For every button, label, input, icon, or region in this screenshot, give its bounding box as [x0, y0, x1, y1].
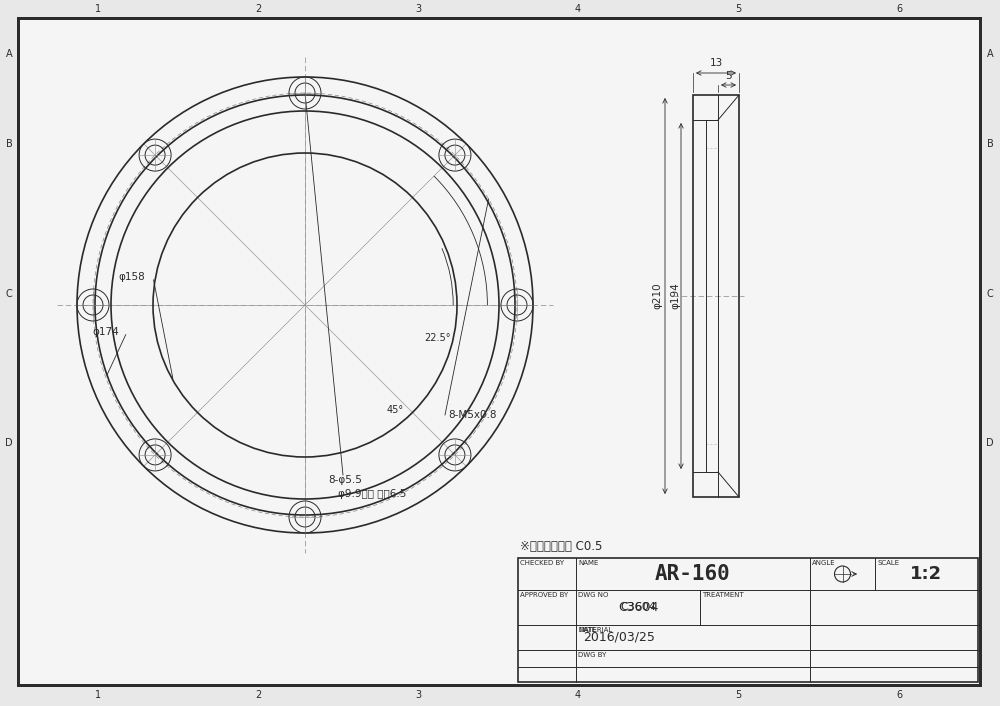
- Text: C: C: [987, 289, 993, 299]
- Text: 1:2: 1:2: [910, 565, 943, 583]
- Text: 4: 4: [575, 4, 581, 14]
- Text: A: A: [987, 49, 993, 59]
- Text: φ158: φ158: [118, 272, 145, 282]
- Text: 5: 5: [735, 690, 741, 700]
- Text: APPROVED BY: APPROVED BY: [520, 592, 568, 598]
- Text: 2: 2: [255, 690, 261, 700]
- Text: DWG NO: DWG NO: [578, 592, 608, 598]
- Text: CHECKED BY: CHECKED BY: [520, 560, 564, 566]
- Text: 13: 13: [709, 58, 723, 68]
- Text: 8-φ5.5: 8-φ5.5: [328, 475, 362, 485]
- Text: 2: 2: [255, 4, 261, 14]
- Text: 5: 5: [725, 71, 732, 81]
- Text: 1: 1: [95, 690, 101, 700]
- Text: DWG BY: DWG BY: [578, 652, 606, 658]
- Text: 4: 4: [575, 690, 581, 700]
- Text: 22.5°: 22.5°: [424, 333, 450, 342]
- Bar: [518, 558, 978, 682]
- Text: MATERIAL: MATERIAL: [578, 627, 612, 633]
- Text: 1: 1: [95, 4, 101, 14]
- Text: 5: 5: [735, 4, 741, 14]
- Text: 2016/03/25: 2016/03/25: [583, 631, 655, 644]
- Text: 6: 6: [896, 4, 902, 14]
- Text: B: B: [6, 139, 12, 149]
- Text: φ174: φ174: [92, 327, 119, 337]
- Bar: [706, 120, 718, 472]
- Text: DATE: DATE: [578, 627, 596, 633]
- Text: C3604: C3604: [620, 602, 656, 613]
- Text: D: D: [5, 438, 13, 448]
- Text: B: B: [987, 139, 993, 149]
- Text: C3604: C3604: [618, 601, 658, 614]
- Text: 3: 3: [415, 4, 421, 14]
- Text: 6: 6: [896, 690, 902, 700]
- Bar: [693, 95, 739, 497]
- Text: ※指示なき稼線 C0.5: ※指示なき稼線 C0.5: [520, 541, 602, 554]
- Text: 3: 3: [415, 690, 421, 700]
- Text: SCALE: SCALE: [877, 560, 899, 566]
- Text: φ194: φ194: [670, 282, 680, 309]
- Text: φ9.9クリ 深れ6.5: φ9.9クリ 深れ6.5: [338, 489, 406, 499]
- Text: A: A: [6, 49, 12, 59]
- Text: ANGLE: ANGLE: [812, 560, 836, 566]
- Text: TREATMENT: TREATMENT: [702, 592, 744, 598]
- Text: NAME: NAME: [578, 560, 598, 566]
- Text: C: C: [6, 289, 12, 299]
- Text: φ210: φ210: [652, 282, 662, 309]
- Text: D: D: [986, 438, 994, 448]
- Text: 45°: 45°: [386, 405, 403, 414]
- Text: AR-160: AR-160: [655, 564, 731, 584]
- Text: 8-M5x0.8: 8-M5x0.8: [448, 410, 496, 420]
